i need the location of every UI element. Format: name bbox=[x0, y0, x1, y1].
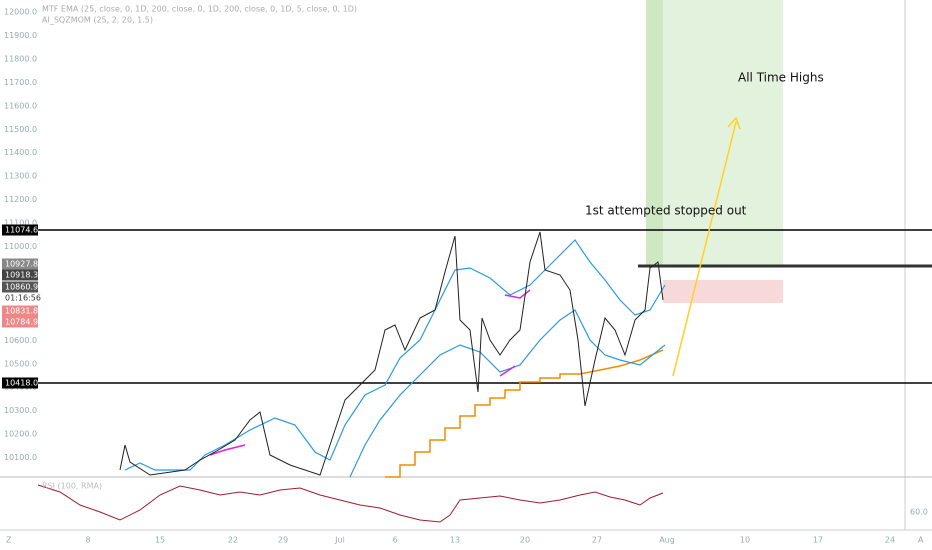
corner-button[interactable]: A bbox=[918, 536, 924, 545]
trend-flip bbox=[209, 444, 246, 456]
corner-button[interactable]: Z bbox=[6, 536, 12, 545]
study-legend: MTF EMA (25, close, 0, 1D, 200, close, 0… bbox=[42, 5, 357, 14]
price-tick: 11800.0 bbox=[4, 54, 37, 63]
price-tick: 10600.0 bbox=[4, 336, 37, 345]
price-tick: 11100.0 bbox=[4, 219, 37, 228]
price-tick: 10200.0 bbox=[4, 430, 37, 439]
price-tick: 11500.0 bbox=[4, 125, 37, 134]
time-tick: 6 bbox=[392, 536, 397, 545]
stop-zone bbox=[663, 280, 783, 303]
price-tick: 10500.0 bbox=[4, 359, 37, 368]
price-badge-label: 10784.9 bbox=[5, 318, 38, 327]
price-badge bbox=[2, 292, 38, 304]
time-tick: 17 bbox=[813, 536, 823, 545]
price-badge bbox=[2, 281, 38, 293]
ema-step bbox=[385, 349, 664, 478]
trend-flip bbox=[499, 365, 516, 377]
price-badge bbox=[2, 305, 38, 317]
time-tick: 8 bbox=[85, 536, 90, 545]
time-tick: 29 bbox=[278, 536, 288, 545]
time-tick: 22 bbox=[228, 536, 238, 545]
time-tick: 27 bbox=[592, 536, 602, 545]
band-upper bbox=[124, 239, 666, 471]
price-badge bbox=[2, 316, 38, 328]
time-tick: 15 bbox=[155, 536, 165, 545]
rsi-line bbox=[37, 484, 664, 523]
target-strip bbox=[646, 0, 663, 265]
annotation: All Time Highs bbox=[738, 71, 824, 85]
price-badge-label: 01:16:56 bbox=[5, 294, 41, 303]
price-tick: 11400.0 bbox=[4, 148, 37, 157]
price-series bbox=[119, 231, 664, 476]
time-tick: 13 bbox=[450, 536, 460, 545]
price-tick: 11200.0 bbox=[4, 195, 37, 204]
price-tick: 11600.0 bbox=[4, 101, 37, 110]
price-badge-label: 10418.0 bbox=[5, 379, 38, 388]
price-tick: 11300.0 bbox=[4, 172, 37, 181]
price-badge-label: 10918.3 bbox=[5, 271, 38, 280]
price-tick: 11000.0 bbox=[4, 242, 37, 251]
price-tick: 11700.0 bbox=[4, 78, 37, 87]
price-tick: 11900.0 bbox=[4, 31, 37, 40]
rsi-tick: 60.0 bbox=[910, 508, 928, 517]
price-tick: 10100.0 bbox=[4, 453, 37, 462]
price-badge-label: 10927.8 bbox=[5, 260, 38, 269]
study-legend: AI_SQZMOM (25, 2, 20, 1.5) bbox=[42, 16, 153, 25]
price-badge-label: 11074.6 bbox=[5, 226, 38, 235]
time-tick: Jul bbox=[334, 536, 345, 545]
arrow-head bbox=[727, 116, 741, 130]
target-zone bbox=[646, 0, 783, 265]
trend-flip bbox=[504, 289, 531, 299]
time-tick: 10 bbox=[740, 536, 750, 545]
annotation: 1st attempted stopped out bbox=[585, 204, 747, 218]
price-badge bbox=[2, 224, 38, 236]
time-tick: 24 bbox=[885, 536, 895, 545]
price-badge-label: 10860.9 bbox=[5, 283, 38, 292]
arrow-shaft bbox=[672, 121, 737, 377]
price-badge bbox=[2, 269, 38, 281]
price-tick: 10300.0 bbox=[4, 406, 37, 415]
price-tick: 12000.0 bbox=[4, 8, 37, 17]
time-tick: 20 bbox=[520, 536, 530, 545]
price-badge bbox=[2, 377, 38, 389]
rsi-legend: RSI (100, RMA) bbox=[42, 482, 102, 491]
price-badge bbox=[2, 258, 38, 270]
price-badge-label: 10831.8 bbox=[5, 307, 38, 316]
time-tick: Aug bbox=[659, 536, 675, 545]
